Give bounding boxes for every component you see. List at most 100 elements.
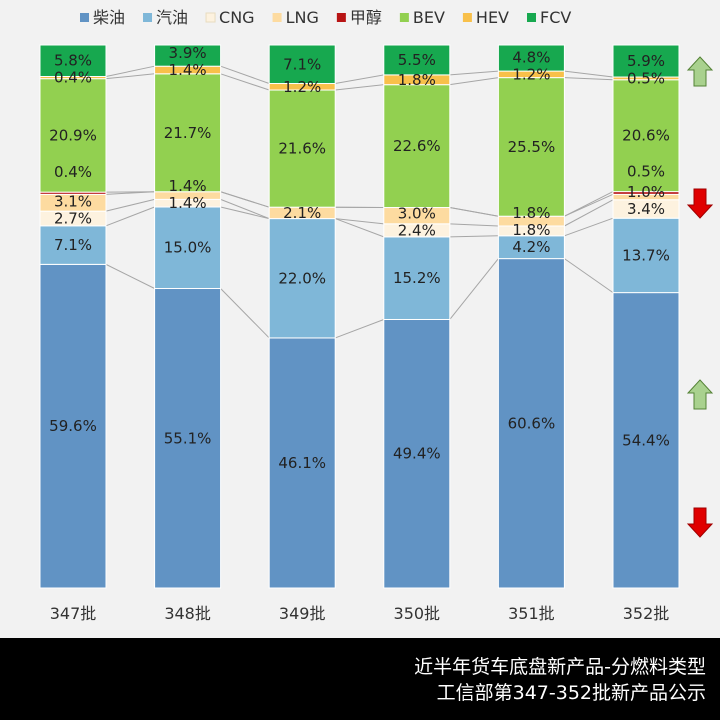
bar-segment-BEV (612, 79, 680, 193)
data-label: 5.8% (54, 52, 92, 70)
bar-segment-柴油 (383, 318, 451, 589)
legend-swatch (336, 13, 346, 22)
data-label: 13.7% (622, 246, 670, 264)
series-connector-line (564, 258, 614, 294)
legend-item-FCV: FCV (527, 8, 571, 27)
legend-label: CNG (219, 8, 255, 27)
series-connector-line (105, 73, 155, 80)
bar-segment-FCV (612, 44, 680, 78)
bar-segment-BEV (497, 77, 565, 217)
data-label: 1.0% (627, 183, 665, 201)
series-connector-line (105, 263, 155, 289)
series-connector-line (449, 70, 499, 76)
legend-item-LNG: LNG (272, 8, 319, 27)
legend-item-柴油: 柴油 (80, 8, 125, 27)
bar-segment-柴油 (268, 337, 336, 589)
bar-segment-汽油 (154, 206, 222, 290)
data-label: 5.9% (627, 52, 665, 70)
legend-item-BEV: BEV (399, 8, 445, 27)
bar-segment-汽油 (612, 217, 680, 294)
series-connector-line (564, 199, 614, 227)
data-label: 0.4% (54, 69, 92, 87)
footer: 近半年货车底盘新产品-分燃料类型 工信部第347-352批新产品公示 (0, 638, 720, 720)
x-tick-label: 350批 (394, 604, 441, 623)
bar-segment-FCV (268, 44, 336, 85)
series-connector-line (105, 206, 155, 227)
bar-segment-BEV (154, 73, 222, 193)
data-label: 3.1% (54, 192, 92, 210)
data-label: 20.9% (49, 126, 97, 144)
series-connector-line (564, 217, 614, 237)
data-label: 49.4% (393, 445, 441, 463)
series-connector-line (220, 73, 270, 91)
data-label: 20.6% (622, 127, 670, 145)
data-label: 1.2% (283, 78, 321, 96)
series-connector-line (105, 198, 155, 212)
footer-subtitle: 工信部第347-352批新产品公示 (436, 682, 706, 704)
data-label: 4.2% (512, 238, 550, 256)
legend-item-甲醇: 甲醇 (336, 8, 382, 27)
data-label: 2.1% (283, 204, 321, 222)
data-label: 1.8% (512, 204, 550, 222)
legend-item-CNG: CNG (205, 8, 255, 27)
legend-swatch (80, 13, 89, 22)
bar-segment-汽油 (383, 236, 451, 320)
series-connector-line (564, 70, 614, 78)
series-connector-line (335, 218, 384, 225)
x-tick-label: 351批 (508, 604, 555, 623)
series-connector-line (449, 235, 499, 238)
series-connector-line (335, 84, 384, 91)
series-connector-line (564, 191, 614, 217)
legend-swatch (527, 13, 536, 22)
legend-swatch (399, 13, 409, 22)
bar-segment-BEV (39, 78, 107, 193)
footer-title: 近半年货车底盘新产品-分燃料类型 (414, 656, 706, 678)
x-tick-label: 349批 (279, 604, 326, 623)
data-label: 1.8% (512, 221, 550, 239)
bar-segment-FCV (39, 44, 107, 77)
data-label: 5.5% (398, 51, 436, 69)
data-label: 59.6% (49, 417, 97, 435)
data-label: 1.2% (512, 65, 550, 83)
bar-segment-柴油 (39, 263, 107, 589)
legend-swatch (462, 13, 472, 22)
data-label: 0.5% (627, 163, 665, 181)
data-label: 2.7% (54, 209, 92, 227)
bar-segment-FCV (383, 44, 451, 76)
series-connector-line (335, 74, 384, 85)
data-label: 21.7% (164, 124, 212, 142)
data-label: 46.1% (278, 454, 326, 472)
bar-segment-汽油 (39, 225, 107, 265)
legend-label: FCV (540, 8, 571, 27)
data-label: 55.1% (164, 429, 212, 447)
data-label: 1.4% (169, 194, 207, 212)
data-label: 15.0% (164, 239, 212, 257)
arrow-down-icon (686, 188, 714, 219)
series-connector-line (449, 223, 499, 227)
series-connector-line (335, 319, 384, 339)
legend-label: 甲醇 (350, 8, 382, 27)
legend-label: BEV (413, 8, 445, 27)
data-label: 1.8% (398, 71, 436, 89)
stacked-bar-chart: 59.6%7.1%2.7%3.1%0.4%20.9%0.4%5.8%347批55… (39, 8, 714, 623)
legend-swatch (205, 12, 216, 23)
data-label: 15.2% (393, 269, 441, 287)
series-connector-line (220, 198, 270, 220)
data-label: 4.8% (512, 48, 550, 66)
data-label: 0.4% (54, 163, 92, 181)
legend-item-汽油: 汽油 (143, 8, 188, 27)
data-label: 7.1% (54, 236, 92, 254)
series-connector-line (564, 77, 614, 81)
data-label: 21.6% (278, 140, 326, 158)
series-connector-line (449, 77, 499, 86)
data-label: 0.5% (627, 69, 665, 87)
series-connector-line (105, 65, 155, 77)
bar-segment-柴油 (497, 258, 565, 589)
x-tick-label: 352批 (623, 604, 670, 623)
data-label: 3.4% (627, 200, 665, 218)
data-label: 25.5% (508, 138, 556, 156)
bar-segment-FCV (497, 44, 565, 72)
bar-segment-汽油 (268, 218, 336, 339)
series-connector-line (449, 207, 499, 217)
data-label: 2.4% (398, 221, 436, 239)
